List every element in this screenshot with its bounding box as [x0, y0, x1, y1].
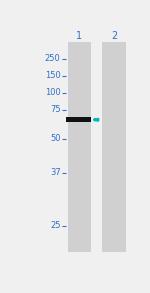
- Text: 1: 1: [76, 31, 82, 42]
- Text: 75: 75: [50, 105, 61, 114]
- Text: 50: 50: [50, 134, 61, 144]
- Text: 37: 37: [50, 168, 61, 177]
- Text: 150: 150: [45, 71, 61, 80]
- Bar: [66, 117, 91, 122]
- Text: 100: 100: [45, 88, 61, 97]
- Bar: [68, 42, 91, 252]
- Text: 2: 2: [111, 31, 117, 42]
- Text: 25: 25: [50, 221, 61, 230]
- Bar: [102, 42, 126, 252]
- Text: 250: 250: [45, 54, 61, 63]
